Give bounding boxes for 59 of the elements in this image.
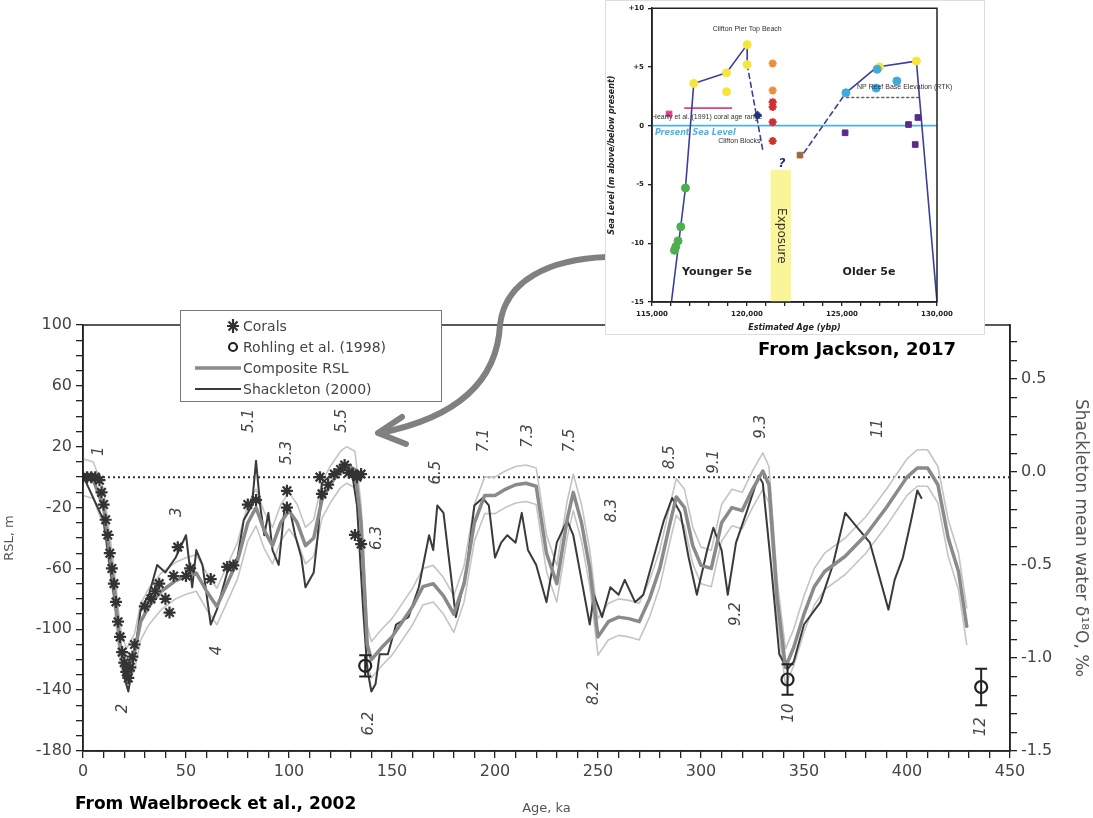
annotation: 12	[971, 717, 990, 737]
annotation: Older 5e	[842, 264, 896, 278]
annotation: 4	[206, 645, 225, 656]
y2-tick-label: 0.5	[1021, 368, 1047, 388]
annotation: 7.1	[473, 428, 492, 453]
legend-label: Composite RSL	[243, 359, 349, 376]
legend-label: Shackleton (2000)	[243, 380, 372, 397]
x-tick-label: 150	[376, 760, 408, 780]
annotation: 6.5	[426, 460, 445, 485]
x-axis-title: Estimated Age (ybp)	[748, 323, 841, 333]
x-tick-label: 50	[175, 760, 197, 780]
annotation: 7.5	[560, 428, 579, 453]
y2-tick-label: -1.0	[1021, 647, 1053, 667]
y2-tick-label: 0.0	[1021, 461, 1047, 481]
x-axis-title: Age, ka	[522, 799, 571, 815]
y-axis-title: RSL, m	[1, 515, 17, 561]
annotation: 10	[779, 703, 798, 723]
x-tick-label: 300	[685, 760, 717, 780]
y2-tick-label: -1.5	[1021, 740, 1053, 760]
annotation: 6.3	[367, 526, 386, 550]
annotation: 7.3	[517, 424, 536, 448]
annotation: 1	[89, 446, 108, 457]
x-tick-label: 100	[273, 760, 305, 780]
y-tick-label: -100	[35, 618, 72, 638]
y-tick-label: -180	[35, 740, 72, 760]
legend-label: Corals	[243, 317, 287, 334]
x-tick-label: 0	[77, 760, 89, 780]
y-tick-label: 20	[51, 435, 72, 455]
y-tick-label: 60	[51, 375, 72, 395]
annotation: 9.3	[750, 415, 769, 439]
annotation: 8.3	[602, 498, 621, 523]
annotation: 9.2	[725, 602, 744, 626]
annotation: Younger 5e	[681, 264, 752, 278]
y-axis-title: Sea Level (m above/below present)	[606, 75, 616, 235]
y-tick-label: -60	[45, 557, 72, 577]
annotation: 6.2	[359, 711, 378, 736]
y-tick-label: -140	[35, 679, 72, 699]
annotation: 2	[113, 703, 132, 714]
y-tick-label: -20	[45, 496, 72, 516]
annotation: 3	[166, 507, 185, 517]
annotation: 8.5	[659, 445, 678, 470]
annotation: 9.1	[704, 450, 723, 474]
x-tick-label: 250	[582, 760, 614, 780]
text: From Waelbroeck et al., 2002	[75, 793, 357, 814]
annotation: ?	[778, 156, 786, 171]
annotation: 11	[868, 418, 887, 438]
y2-axis-title: Shackleton mean water δ¹⁸O, ‰	[1072, 398, 1093, 678]
legend-label: Rohling et al. (1998)	[243, 338, 387, 355]
annotation: 5.3	[276, 440, 295, 465]
annotation: 5.5	[332, 408, 351, 433]
x-tick-label: 400	[891, 760, 923, 780]
annotation: From Jackson, 2017	[758, 337, 956, 359]
x-tick-label: 200	[479, 760, 511, 780]
y2-tick-label: -0.5	[1021, 554, 1053, 574]
x-tick-label: 450	[994, 760, 1026, 780]
x-tick-label: 350	[788, 760, 820, 780]
annotation: 5.1	[238, 408, 257, 433]
annotation: 8.2	[583, 681, 602, 706]
band-label: Exposure	[774, 208, 789, 264]
